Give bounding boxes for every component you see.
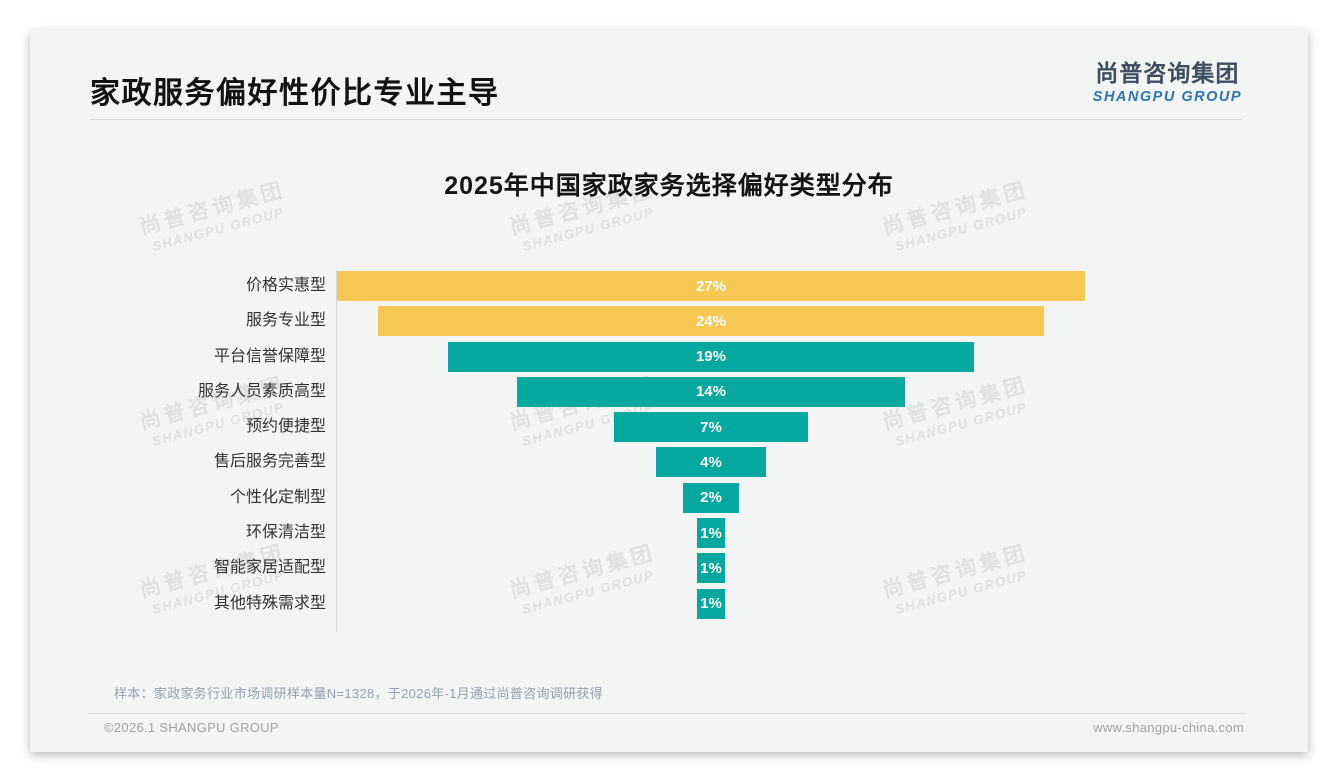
bar-value-label: 4%: [700, 453, 722, 471]
chart-title: 2025年中国家政家务选择偏好类型分布: [444, 172, 894, 200]
slide-card: 尚普咨询集团 SHANGPU GROUP 尚普咨询集团 SHANGPU GROUP 尚普…: [30, 30, 1308, 752]
category-label: 平台信誉保障型: [213, 347, 326, 365]
chart-row: 售后服务完善型 4%: [30, 447, 1308, 478]
category-label: 环保清洁型: [245, 524, 326, 542]
bar-value-label: 7%: [700, 418, 722, 436]
website-url: www.shangpu-china.com: [1093, 720, 1244, 735]
bar: 1%: [697, 518, 725, 549]
bar-value-label: 24%: [695, 312, 726, 330]
category-label: 预约便捷型: [245, 418, 326, 436]
bar: 14%: [516, 376, 906, 407]
bar-value-label: 1%: [700, 595, 722, 613]
category-label: 其他特殊需求型: [213, 594, 326, 612]
chart-row: 环保清洁型 1%: [30, 518, 1308, 549]
title-divider: [90, 119, 1242, 120]
sample-footnote: 样本：家政家务行业市场调研样本量N=1328，于2026年-1月通过尚普咨询调研…: [114, 686, 603, 701]
category-label: 售后服务完善型: [213, 453, 326, 471]
bar: 7%: [613, 412, 808, 443]
chart-row: 个性化定制型 2%: [30, 482, 1308, 513]
bar: 1%: [697, 588, 725, 619]
bar-value-label: 27%: [695, 277, 726, 295]
bar-value-label: 19%: [695, 348, 726, 366]
category-axis-line: [336, 270, 337, 632]
bar: 1%: [697, 553, 725, 584]
funnel-chart: 价格实惠型 27% 服务专业型 24% 平台信誉保障型 19% 服务人员素质高型 14% 预约便…: [30, 271, 1308, 624]
bar: 19%: [447, 341, 975, 372]
bar: 27%: [336, 271, 1086, 301]
chart-row: 价格实惠型 27%: [30, 271, 1308, 301]
chart-row: 平台信誉保障型 19%: [30, 341, 1308, 372]
chart-row: 其他特殊需求型 1%: [30, 588, 1308, 619]
category-label: 智能家居适配型: [213, 559, 326, 577]
footer-divider: [88, 713, 1246, 714]
bar: 24%: [378, 306, 1044, 337]
bar-value-label: 14%: [695, 383, 726, 401]
bar-value-label: 1%: [700, 559, 722, 577]
bar: 2%: [683, 482, 739, 513]
logo-chinese-text: 尚普咨询集团: [1095, 60, 1240, 86]
category-label: 服务专业型: [245, 312, 326, 330]
bar-value-label: 1%: [700, 524, 722, 542]
watermark-english-text: SHANGPU GROUP: [150, 204, 286, 255]
page-title: 家政服务偏好性价比专业主导: [90, 77, 500, 110]
watermark-english-text: SHANGPU GROUP: [520, 204, 656, 255]
chart-row: 服务人员素质高型 14%: [30, 376, 1308, 407]
chart-row: 智能家居适配型 1%: [30, 553, 1308, 584]
copyright-text: ©2026.1 SHANGPU GROUP: [104, 720, 279, 735]
logo-english-text: SHANGPU GROUP: [1092, 89, 1242, 105]
bar-value-label: 2%: [700, 489, 722, 507]
category-label: 个性化定制型: [229, 488, 326, 506]
watermark-english-text: SHANGPU GROUP: [893, 204, 1029, 255]
company-logo: 尚普咨询集团 SHANGPU GROUP: [1093, 54, 1242, 105]
category-label: 服务人员素质高型: [197, 382, 326, 400]
bar: 4%: [655, 447, 767, 478]
chart-row: 预约便捷型 7%: [30, 412, 1308, 443]
category-label: 价格实惠型: [245, 277, 326, 294]
chart-row: 服务专业型 24%: [30, 306, 1308, 337]
